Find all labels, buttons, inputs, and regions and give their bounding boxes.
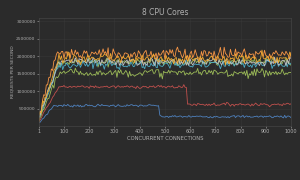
IIS 10 [37, 114, 41, 116]
Nginx [60, 62, 63, 64]
IIS 7.5 [174, 62, 178, 64]
Nginx [37, 119, 41, 121]
Lighttpd [61, 86, 64, 88]
Apache [176, 116, 179, 118]
Lighttpd [40, 117, 43, 119]
IIS 8.5 [289, 57, 293, 59]
OpenLiteSpeed [289, 51, 293, 54]
IIS 8.5 [268, 60, 272, 62]
X-axis label: CONCURRENT CONNECTIONS: CONCURRENT CONNECTIONS [127, 136, 203, 141]
Apache [61, 105, 64, 108]
IIS 8.0 [40, 114, 43, 116]
IIS 8.5 [38, 115, 42, 117]
Line: IIS 10: IIS 10 [39, 50, 291, 115]
IIS 10 [260, 49, 264, 51]
IIS 8.0 [176, 74, 179, 76]
Line: Apache: Apache [39, 104, 291, 122]
IIS 7.5 [60, 62, 63, 64]
Lighttpd [174, 86, 178, 88]
IIS 7.5 [129, 61, 133, 63]
IIS 8.5 [37, 116, 41, 118]
IIS 10 [143, 59, 146, 61]
Lighttpd [270, 103, 274, 105]
Y-axis label: REQUESTS PER SECOND: REQUESTS PER SECOND [11, 46, 15, 98]
OpenLiteSpeed [143, 51, 146, 53]
IIS 7.5 [143, 68, 146, 70]
IIS 8.0 [146, 71, 149, 73]
Apache [289, 117, 293, 119]
OpenLiteSpeed [173, 55, 177, 58]
IIS 10 [289, 55, 293, 57]
Apache [37, 121, 41, 123]
IIS 8.0 [38, 117, 42, 119]
IIS 8.5 [143, 61, 146, 64]
IIS 8.5 [173, 61, 177, 63]
IIS 10 [269, 55, 273, 57]
Lighttpd [130, 85, 134, 87]
Line: Nginx: Nginx [39, 57, 291, 120]
OpenLiteSpeed [37, 121, 41, 123]
Line: IIS 8.0: IIS 8.0 [39, 68, 291, 118]
IIS 7.5 [289, 62, 293, 64]
IIS 8.5 [129, 60, 133, 62]
Lighttpd [144, 85, 148, 87]
Apache [131, 105, 135, 107]
IIS 10 [173, 57, 177, 60]
IIS 7.5 [38, 114, 42, 116]
Line: IIS 7.5: IIS 7.5 [39, 59, 291, 117]
Nginx [129, 59, 133, 61]
Title: 8 CPU Cores: 8 CPU Cores [142, 8, 188, 17]
IIS 8.0 [74, 67, 77, 69]
IIS 8.0 [270, 71, 274, 73]
Nginx [173, 62, 177, 64]
IIS 8.5 [273, 56, 276, 58]
OpenLiteSpeed [129, 53, 133, 55]
Lighttpd [38, 119, 42, 121]
Nginx [38, 113, 42, 115]
Nginx [241, 56, 245, 58]
Nginx [289, 64, 293, 66]
IIS 8.5 [60, 60, 63, 62]
IIS 8.0 [131, 74, 135, 76]
IIS 7.5 [37, 116, 41, 118]
OpenLiteSpeed [176, 46, 179, 48]
IIS 8.0 [289, 71, 293, 74]
Lighttpd [182, 84, 186, 86]
Nginx [143, 62, 146, 64]
IIS 7.5 [157, 58, 160, 60]
Apache [38, 121, 42, 123]
IIS 10 [38, 111, 42, 113]
Nginx [269, 62, 273, 64]
Apache [40, 120, 43, 122]
IIS 7.5 [269, 61, 273, 63]
OpenLiteSpeed [38, 110, 42, 112]
OpenLiteSpeed [60, 51, 63, 53]
Apache [270, 117, 274, 119]
Apache [146, 105, 149, 107]
Line: IIS 8.5: IIS 8.5 [39, 57, 291, 117]
IIS 8.0 [37, 115, 41, 117]
IIS 10 [129, 61, 133, 63]
Apache [96, 103, 100, 105]
Line: Lighttpd: Lighttpd [39, 85, 291, 120]
Lighttpd [37, 119, 41, 121]
IIS 8.0 [61, 71, 64, 73]
Line: OpenLiteSpeed: OpenLiteSpeed [39, 47, 291, 122]
IIS 10 [60, 55, 63, 57]
OpenLiteSpeed [269, 56, 273, 58]
Lighttpd [289, 103, 293, 105]
